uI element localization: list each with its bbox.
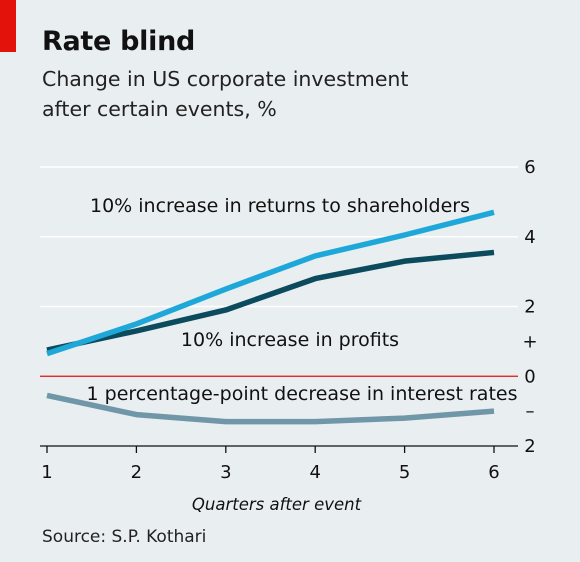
y-tick-label-4: 0 [524,366,535,387]
subtitle-line-2: after certain events, % [42,97,277,121]
source-note: Source: S.P. Kothari [42,527,207,547]
subtitle-line-1: Change in US corporate investment [42,67,409,91]
y-tick-label-6: 2 [524,436,535,457]
y-tick-label-5: – [526,401,535,422]
x-tick-label-1: 1 [41,462,52,483]
series-label-1: 10% increase in returns to shareholders [90,195,470,217]
series-label-2: 10% increase in profits [181,329,399,351]
x-tick-label-5: 5 [399,462,410,483]
series-line-3 [46,392,495,425]
chart-title: Rate blind [42,26,196,57]
y-tick-label-0: 6 [524,157,535,178]
x-tick-label-3: 3 [220,462,231,483]
x-tick-label-2: 2 [131,462,142,483]
accent-tag [0,0,16,52]
y-tick-label-2: 2 [524,297,535,318]
series-line-2 [46,249,495,353]
chart-subtitle: Change in US corporate investment after … [42,64,482,124]
x-tick-label-4: 4 [309,462,320,483]
series-line-1 [46,209,495,357]
series-label-3: 1 percentage-point decrease in interest … [87,383,518,405]
y-tick-label-3: + [522,331,537,352]
x-axis-label: Quarters after event [192,495,362,514]
x-tick-label-6: 6 [488,462,499,483]
y-tick-label-1: 4 [524,227,535,248]
